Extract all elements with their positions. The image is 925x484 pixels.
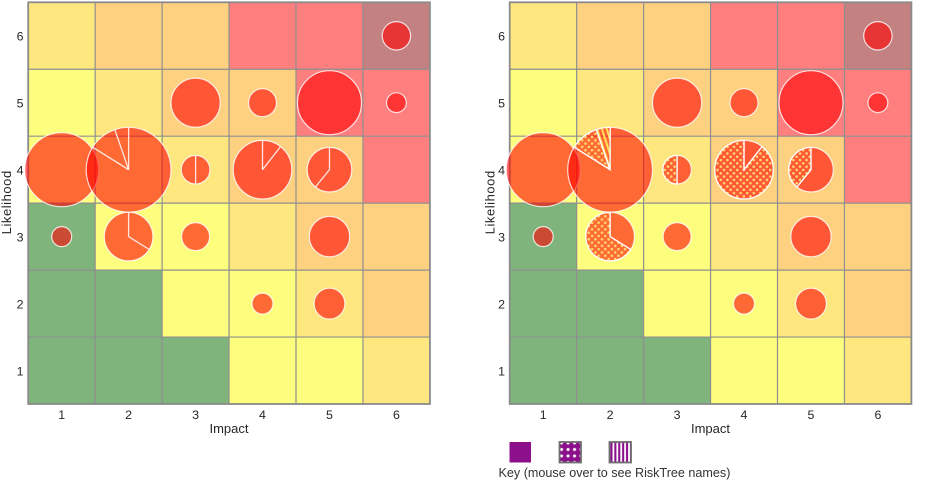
svg-text:6: 6 — [17, 30, 24, 44]
svg-text:Key (mouse over to see RiskTre: Key (mouse over to see RiskTree names) — [499, 466, 731, 480]
svg-text:6: 6 — [393, 408, 400, 422]
svg-text:4: 4 — [741, 408, 748, 422]
svg-text:5: 5 — [498, 97, 505, 111]
svg-text:1: 1 — [498, 364, 505, 378]
svg-text:1: 1 — [58, 408, 65, 422]
svg-text:3: 3 — [17, 230, 24, 244]
svg-text:4: 4 — [259, 408, 266, 422]
svg-text:2: 2 — [607, 408, 614, 422]
svg-text:1: 1 — [17, 364, 24, 378]
svg-text:Impact: Impact — [209, 421, 248, 436]
svg-text:3: 3 — [192, 408, 199, 422]
svg-text:5: 5 — [326, 408, 333, 422]
svg-text:4: 4 — [498, 164, 505, 178]
svg-text:3: 3 — [674, 408, 681, 422]
svg-text:4: 4 — [17, 164, 24, 178]
svg-text:2: 2 — [125, 408, 132, 422]
svg-text:1: 1 — [540, 408, 547, 422]
svg-text:6: 6 — [874, 408, 881, 422]
svg-text:6: 6 — [498, 30, 505, 44]
svg-text:Impact: Impact — [691, 421, 730, 436]
svg-text:5: 5 — [17, 97, 24, 111]
svg-text:Likelihood: Likelihood — [0, 170, 14, 234]
svg-text:5: 5 — [808, 408, 815, 422]
svg-text:Likelihood: Likelihood — [483, 170, 498, 234]
svg-text:3: 3 — [498, 230, 505, 244]
svg-text:2: 2 — [17, 297, 24, 311]
svg-text:2: 2 — [498, 297, 505, 311]
